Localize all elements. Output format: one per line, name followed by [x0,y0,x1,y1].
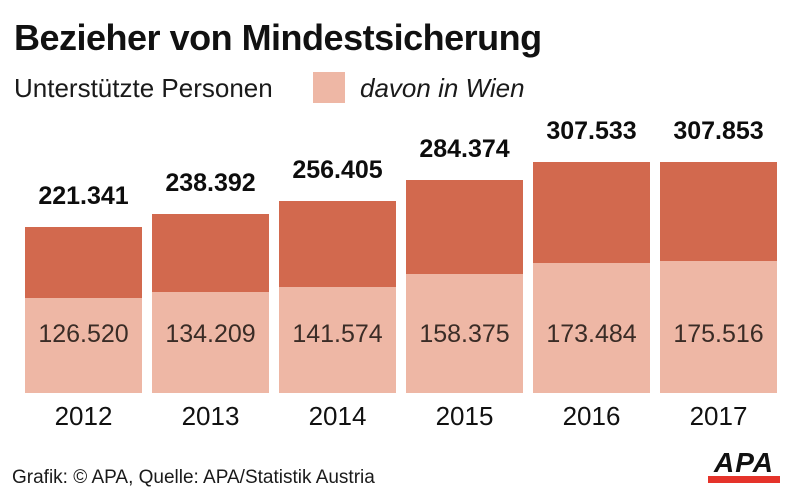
apa-logo-text: APA [713,447,775,478]
legend-swatch-wien [313,72,345,103]
apa-logo: APA [707,447,781,483]
total-value-label-2012: 221.341 [38,182,129,210]
bar-segment-total-2014 [279,201,396,287]
chart-subtitle: Unterstützte Personen [14,73,273,103]
x-axis-label-2017: 2017 [689,401,748,431]
x-axis-label-2014: 2014 [308,401,367,431]
wien-value-label-2016: 173.484 [546,320,637,348]
bar-segment-total-2012 [25,227,142,298]
total-value-label-2014: 256.405 [292,156,383,184]
x-axis-label-2016: 2016 [562,401,621,431]
x-axis-label-2015: 2015 [435,401,494,431]
bar-segment-wien-2013 [152,292,269,393]
total-value-label-2015: 284.374 [419,135,510,163]
wien-value-label-2013: 134.209 [165,320,256,348]
total-value-label-2016: 307.533 [546,117,637,145]
x-axis-label-2013: 2013 [181,401,240,431]
bar-segment-total-2016 [533,162,650,263]
apa-logo-red-bar [708,476,780,483]
bar-segment-total-2017 [660,162,777,261]
wien-value-label-2015: 158.375 [419,320,510,348]
bar-segment-wien-2014 [279,287,396,393]
bar-segment-total-2015 [406,180,523,274]
total-value-label-2013: 238.392 [165,169,256,197]
x-axis-label-2012: 2012 [54,401,113,431]
wien-value-label-2014: 141.574 [292,320,383,348]
bar-segment-wien-2016 [533,263,650,393]
footer-credit: Grafik: © APA, Quelle: APA/Statistik Aus… [12,467,375,488]
legend-label-wien: davon in Wien [360,73,525,103]
bar-segment-total-2013 [152,214,269,292]
wien-value-label-2012: 126.520 [38,320,129,348]
wien-value-label-2017: 175.516 [673,320,764,348]
bar-segment-wien-2012 [25,298,142,393]
bar-segment-wien-2015 [406,274,523,393]
bar-segment-wien-2017 [660,261,777,393]
chart-title: Bezieher von Mindestsicherung [14,17,542,58]
total-value-label-2017: 307.853 [673,117,764,145]
